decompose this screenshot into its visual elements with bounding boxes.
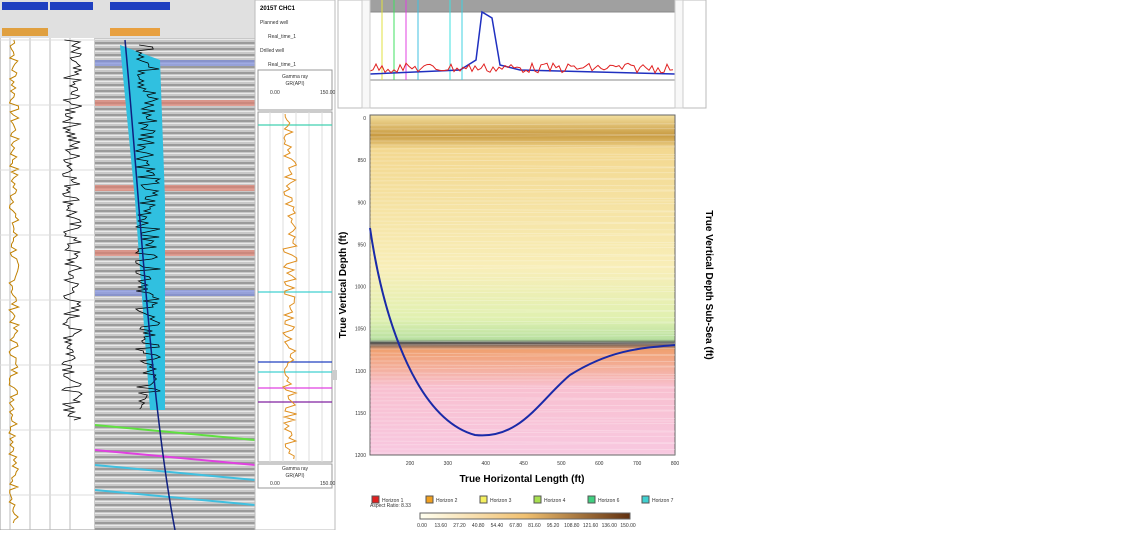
strata-line (370, 361, 675, 362)
well-item[interactable]: Drilled well (260, 48, 284, 54)
colorbar-tick: 13.60 (434, 523, 447, 529)
y-tick-label: 850 (358, 158, 367, 164)
gr-max: 150.00 (320, 481, 336, 487)
x-tick-label: 200 (406, 461, 415, 467)
strata-line (370, 348, 675, 349)
horizon-band (95, 100, 255, 106)
strata-line (370, 273, 675, 274)
horizon-band (95, 290, 255, 296)
scrollbar[interactable] (332, 370, 337, 380)
strata-line (370, 405, 675, 406)
colorbar-tick: 81.60 (528, 523, 541, 529)
gr-track (258, 112, 332, 462)
strata-line (370, 185, 675, 186)
legend-swatch (534, 496, 541, 503)
seismic-panel (95, 0, 255, 530)
colorbar-tick: 67.80 (509, 523, 522, 529)
legend-label: Horizon 6 (598, 498, 620, 504)
log-panel (0, 0, 95, 530)
y-tick-label: 1050 (355, 327, 366, 333)
x-tick-label: 500 (557, 461, 566, 467)
colorbar-tick: 121.60 (583, 523, 599, 529)
x-tick-label: 450 (519, 461, 528, 467)
horizon-band (95, 60, 255, 66)
y-tick-label: 1100 (355, 369, 366, 375)
gr-min: 0.00 (270, 90, 280, 96)
strata-line (370, 436, 675, 437)
y-tick-label: 950 (358, 242, 367, 248)
x-tick-label: 300 (444, 461, 453, 467)
gr-label: Gamma ray (282, 466, 309, 472)
axis-strip (362, 0, 370, 108)
y2-axis-label: True Vertical Depth Sub-Sea (ft) (703, 210, 714, 359)
gr-unit: GR(API) (286, 473, 305, 479)
x-axis-label: True Horizontal Length (ft) (460, 474, 585, 485)
legend-label: Horizon 7 (652, 498, 674, 504)
y-tick-label: 1150 (355, 411, 366, 417)
x-tick-label: 800 (671, 461, 680, 467)
colorbar-tick: 150.00 (620, 523, 636, 529)
legend-swatch (588, 496, 595, 503)
gr-min: 0.00 (270, 481, 280, 487)
legend-label: Horizon 3 (490, 498, 512, 504)
colorbar-tick: 136.00 (602, 523, 618, 529)
legend-label: Horizon 4 (544, 498, 566, 504)
x-tick-label: 600 (595, 461, 604, 467)
color-bar (420, 513, 630, 519)
gr-max: 150.00 (320, 90, 336, 96)
legend-swatch (642, 496, 649, 503)
legend-swatch (426, 496, 433, 503)
y-tick-label: 1000 (355, 285, 366, 291)
colorbar-tick: 108.80 (564, 523, 580, 529)
x-tick-label: 400 (482, 461, 491, 467)
strata-line (370, 392, 675, 393)
y-tick-label: 900 (358, 200, 367, 206)
strata-line (370, 317, 675, 318)
colorbar-tick: 54.40 (491, 523, 504, 529)
colorbar-tick: 95.20 (547, 523, 560, 529)
y-tick-label: 0 (363, 116, 366, 122)
legend-swatch (480, 496, 487, 503)
colorbar-tick: 0.00 (417, 523, 427, 529)
gr-unit: GR(API) (286, 81, 305, 87)
horizon-band (95, 250, 255, 256)
y-tick-label: 1200 (355, 453, 366, 459)
strata-line (370, 229, 675, 230)
gr-label: Gamma ray (282, 74, 309, 80)
horizon-band (95, 185, 255, 191)
y-axis-label: True Vertical Depth (ft) (338, 232, 349, 339)
well-item[interactable]: Planned well (260, 20, 288, 26)
well-item[interactable]: Real_time_1 (268, 62, 296, 68)
well-title: 2015T CHC1 (260, 6, 296, 12)
aspect-ratio: Aspect Ratio: 8.33 (370, 503, 411, 509)
colorbar-tick: 40.80 (472, 523, 485, 529)
legend-label: Horizon 2 (436, 498, 458, 504)
colorbar-tick: 27.20 (453, 523, 466, 529)
x-tick-label: 700 (633, 461, 642, 467)
legend-swatch (372, 496, 379, 503)
strata-line (370, 304, 675, 305)
well-item[interactable]: Real_time_1 (268, 34, 296, 40)
axis-strip (675, 0, 683, 108)
